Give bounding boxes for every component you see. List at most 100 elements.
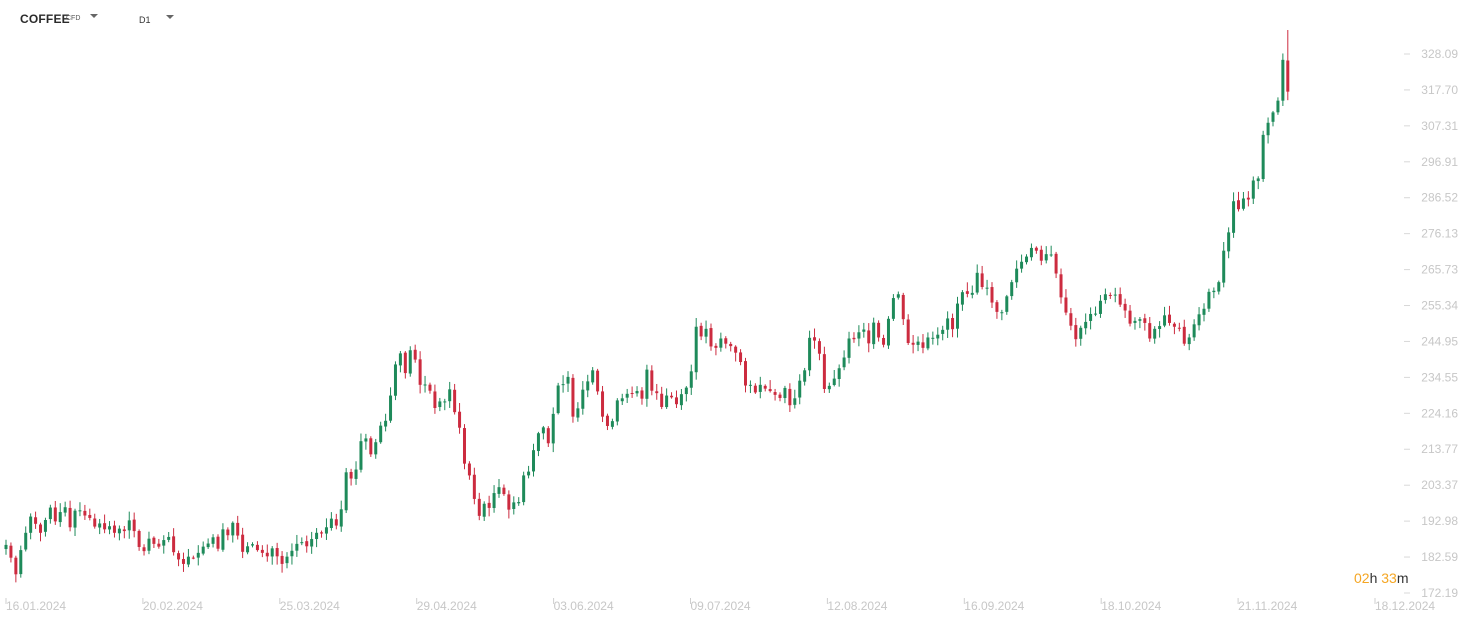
candle-body <box>1143 318 1147 323</box>
candle-body <box>926 337 930 349</box>
candle-body <box>1069 313 1073 326</box>
candle-body <box>280 555 284 564</box>
candle-body <box>1059 274 1063 298</box>
candle-body <box>1232 201 1236 233</box>
candle-body <box>48 507 52 520</box>
y-tick-label: 234.55 <box>1421 370 1458 384</box>
candle-body <box>763 385 767 389</box>
candle-body <box>517 502 521 504</box>
candle-body <box>497 487 501 494</box>
candle-body <box>1103 294 1107 301</box>
candle-body <box>177 553 181 560</box>
y-tick-label: 203.37 <box>1421 478 1458 492</box>
x-tick-label: 09.07.2024 <box>691 599 751 613</box>
candle-body <box>108 526 112 530</box>
candle-body <box>946 318 950 330</box>
candle-body <box>1054 253 1058 274</box>
symbol-selector[interactable]: COFFEE <box>20 12 70 26</box>
candle-body <box>196 552 200 558</box>
candle-body <box>34 517 38 524</box>
candle-body <box>734 346 738 353</box>
candle-body <box>472 474 476 499</box>
candle-body <box>1098 300 1102 314</box>
candle-body <box>19 550 23 575</box>
candle-body <box>384 420 388 427</box>
candle-body <box>645 369 649 399</box>
y-tick-label: 286.52 <box>1421 191 1458 205</box>
candle-body <box>596 370 600 392</box>
countdown-hours: 02 <box>1354 570 1370 586</box>
candle-body <box>1177 327 1181 329</box>
candle-body <box>753 385 757 393</box>
candle-body <box>886 318 890 346</box>
candle-body <box>251 544 254 546</box>
candle-body <box>729 343 733 347</box>
y-tick-label: 213.77 <box>1421 442 1458 456</box>
candle-body <box>635 391 639 394</box>
x-tick-label: 18.10.2024 <box>1101 599 1161 613</box>
candle-body <box>1118 294 1122 305</box>
candle-body <box>837 368 841 379</box>
candle-body <box>719 338 723 348</box>
candle-body <box>112 525 116 533</box>
candle-body <box>211 537 215 544</box>
x-tick-label: 29.04.2024 <box>417 599 477 613</box>
candle-body <box>246 546 250 553</box>
candle-body <box>236 522 240 536</box>
candle-body <box>349 471 353 479</box>
candle-body <box>610 421 614 427</box>
candle-body <box>275 548 279 557</box>
candle-body <box>1163 315 1167 326</box>
candle-body <box>201 546 205 554</box>
timeframe-selector[interactable]: D1 <box>139 15 151 25</box>
candle-body <box>901 294 905 320</box>
candle-body <box>679 394 683 406</box>
candle-body <box>339 509 343 527</box>
candle-body <box>1089 313 1093 321</box>
candle-body <box>921 342 925 348</box>
candle-body <box>793 398 797 405</box>
candle-body <box>862 329 866 332</box>
candle-body <box>359 441 363 470</box>
y-tick-label: 255.34 <box>1421 299 1458 313</box>
candle-body <box>857 332 861 339</box>
candle-body <box>813 337 817 341</box>
chevron-down-icon[interactable] <box>166 15 174 19</box>
candle-body <box>83 510 87 516</box>
candle-body <box>103 523 107 530</box>
candle-body <box>369 438 373 455</box>
candle-body <box>1281 59 1285 101</box>
candle-body <box>39 524 43 533</box>
candle-body <box>1197 314 1201 326</box>
candle-body <box>615 400 619 422</box>
candle-body <box>1020 261 1024 269</box>
chevron-down-icon[interactable] <box>90 14 98 18</box>
countdown-minutes-unit: m <box>1396 570 1409 586</box>
candle-body <box>379 425 383 443</box>
candle-body <box>1266 122 1270 136</box>
candle-body <box>1108 294 1112 296</box>
candle-body <box>1010 282 1014 297</box>
candle-body <box>9 545 13 558</box>
candle-body <box>1128 310 1132 324</box>
candle-body <box>127 520 131 531</box>
candle-body <box>270 548 274 557</box>
candle-body <box>842 357 846 368</box>
candle-body <box>443 401 447 403</box>
candle-body <box>936 334 940 339</box>
candle-body <box>665 395 669 408</box>
candle-body <box>310 539 314 547</box>
candle-body <box>684 387 688 395</box>
candle-body <box>699 325 703 337</box>
candle-body <box>911 342 915 345</box>
candle-body <box>1172 323 1176 327</box>
y-tick-label: 224.16 <box>1421 406 1458 420</box>
candle-body <box>758 384 762 392</box>
candle-body <box>167 536 171 540</box>
candle-body <box>1187 337 1191 345</box>
candle-body <box>1074 325 1078 340</box>
candle-body <box>320 532 324 534</box>
candle-body <box>1158 326 1162 330</box>
y-tick-label: 244.95 <box>1421 334 1458 348</box>
